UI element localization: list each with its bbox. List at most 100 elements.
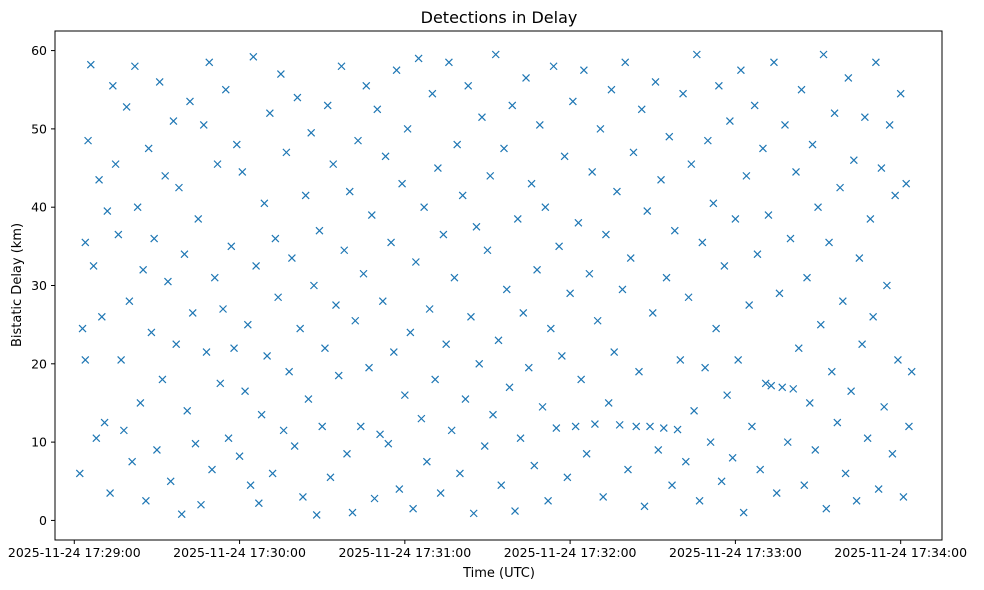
- data-point: [530, 461, 539, 470]
- data-point: [885, 121, 894, 129]
- data-point: [571, 422, 580, 431]
- data-point: [717, 477, 726, 486]
- y-tick-label: 20: [31, 356, 47, 371]
- data-point: [712, 324, 721, 333]
- data-point: [629, 148, 638, 157]
- data-point: [778, 383, 787, 392]
- data-point: [254, 499, 263, 508]
- data-point: [621, 58, 630, 67]
- data-point: [161, 171, 170, 180]
- data-point: [310, 281, 318, 290]
- data-point: [84, 136, 92, 145]
- data-point: [613, 187, 621, 196]
- data-point: [590, 420, 599, 429]
- data-point: [108, 81, 117, 90]
- data-point: [208, 465, 216, 474]
- data-point: [315, 226, 324, 235]
- data-point: [431, 375, 440, 384]
- x-tick-label: 2025-11-24 17:29:00: [8, 545, 141, 560]
- data-point: [657, 175, 665, 184]
- data-point: [199, 121, 208, 129]
- data-point: [541, 203, 550, 212]
- data-point: [761, 379, 770, 388]
- data-point: [188, 308, 197, 317]
- data-point: [186, 97, 194, 106]
- data-point: [332, 301, 340, 310]
- data-point: [411, 258, 420, 266]
- data-point: [348, 508, 357, 517]
- data-point: [816, 320, 825, 329]
- data-point: [745, 301, 754, 310]
- data-point: [579, 66, 588, 75]
- data-point: [210, 273, 219, 282]
- data-point: [389, 348, 398, 356]
- data-point: [882, 281, 891, 290]
- data-point: [133, 203, 142, 212]
- data-point: [169, 117, 178, 125]
- data-point: [224, 434, 233, 443]
- data-point: [800, 481, 809, 490]
- data-point: [723, 391, 732, 400]
- data-point: [354, 136, 362, 145]
- data-point: [640, 502, 649, 511]
- data-point: [249, 52, 258, 61]
- data-point: [78, 324, 87, 333]
- data-point: [786, 234, 795, 243]
- data-point: [679, 89, 687, 98]
- data-point: [450, 273, 459, 282]
- data-point: [373, 105, 382, 114]
- data-point: [687, 160, 696, 169]
- data-point: [89, 261, 98, 270]
- data-point: [651, 77, 660, 86]
- data-point: [736, 66, 745, 75]
- data-point: [607, 85, 616, 94]
- data-point: [213, 160, 222, 169]
- data-point: [871, 58, 880, 67]
- data-point: [849, 156, 858, 165]
- data-point: [287, 254, 296, 263]
- data-point: [205, 58, 214, 67]
- data-point: [356, 422, 365, 431]
- data-point: [271, 234, 280, 243]
- data-point: [783, 438, 792, 447]
- data-point: [698, 238, 707, 247]
- data-point: [690, 406, 699, 415]
- data-point: [285, 367, 294, 376]
- data-point: [568, 97, 577, 106]
- data-point: [409, 504, 418, 513]
- data-point: [588, 168, 597, 176]
- data-point: [703, 136, 712, 145]
- data-point: [436, 489, 445, 497]
- data-point: [759, 144, 767, 153]
- data-point: [808, 140, 817, 149]
- data-point: [833, 418, 842, 427]
- data-point: [442, 340, 451, 349]
- data-point: [376, 430, 384, 439]
- data-point: [472, 222, 481, 231]
- data-point: [756, 465, 765, 474]
- data-point: [781, 121, 789, 129]
- data-point: [750, 101, 759, 110]
- data-point: [329, 160, 338, 169]
- data-points: [75, 50, 916, 519]
- data-point: [323, 101, 332, 110]
- data-point: [654, 446, 663, 454]
- data-point: [899, 493, 908, 501]
- data-point: [191, 439, 200, 448]
- data-point: [874, 485, 883, 494]
- data-point: [516, 434, 525, 443]
- data-point: [381, 152, 390, 161]
- data-point: [345, 187, 354, 196]
- data-point: [684, 293, 693, 302]
- data-point: [863, 434, 872, 443]
- data-point: [95, 175, 103, 184]
- data-point: [301, 191, 310, 200]
- data-point: [566, 289, 575, 298]
- data-point: [858, 340, 867, 349]
- data-point: [177, 510, 186, 519]
- data-point: [425, 305, 434, 313]
- data-point: [789, 384, 798, 393]
- data-point: [406, 328, 415, 337]
- data-point: [480, 442, 489, 450]
